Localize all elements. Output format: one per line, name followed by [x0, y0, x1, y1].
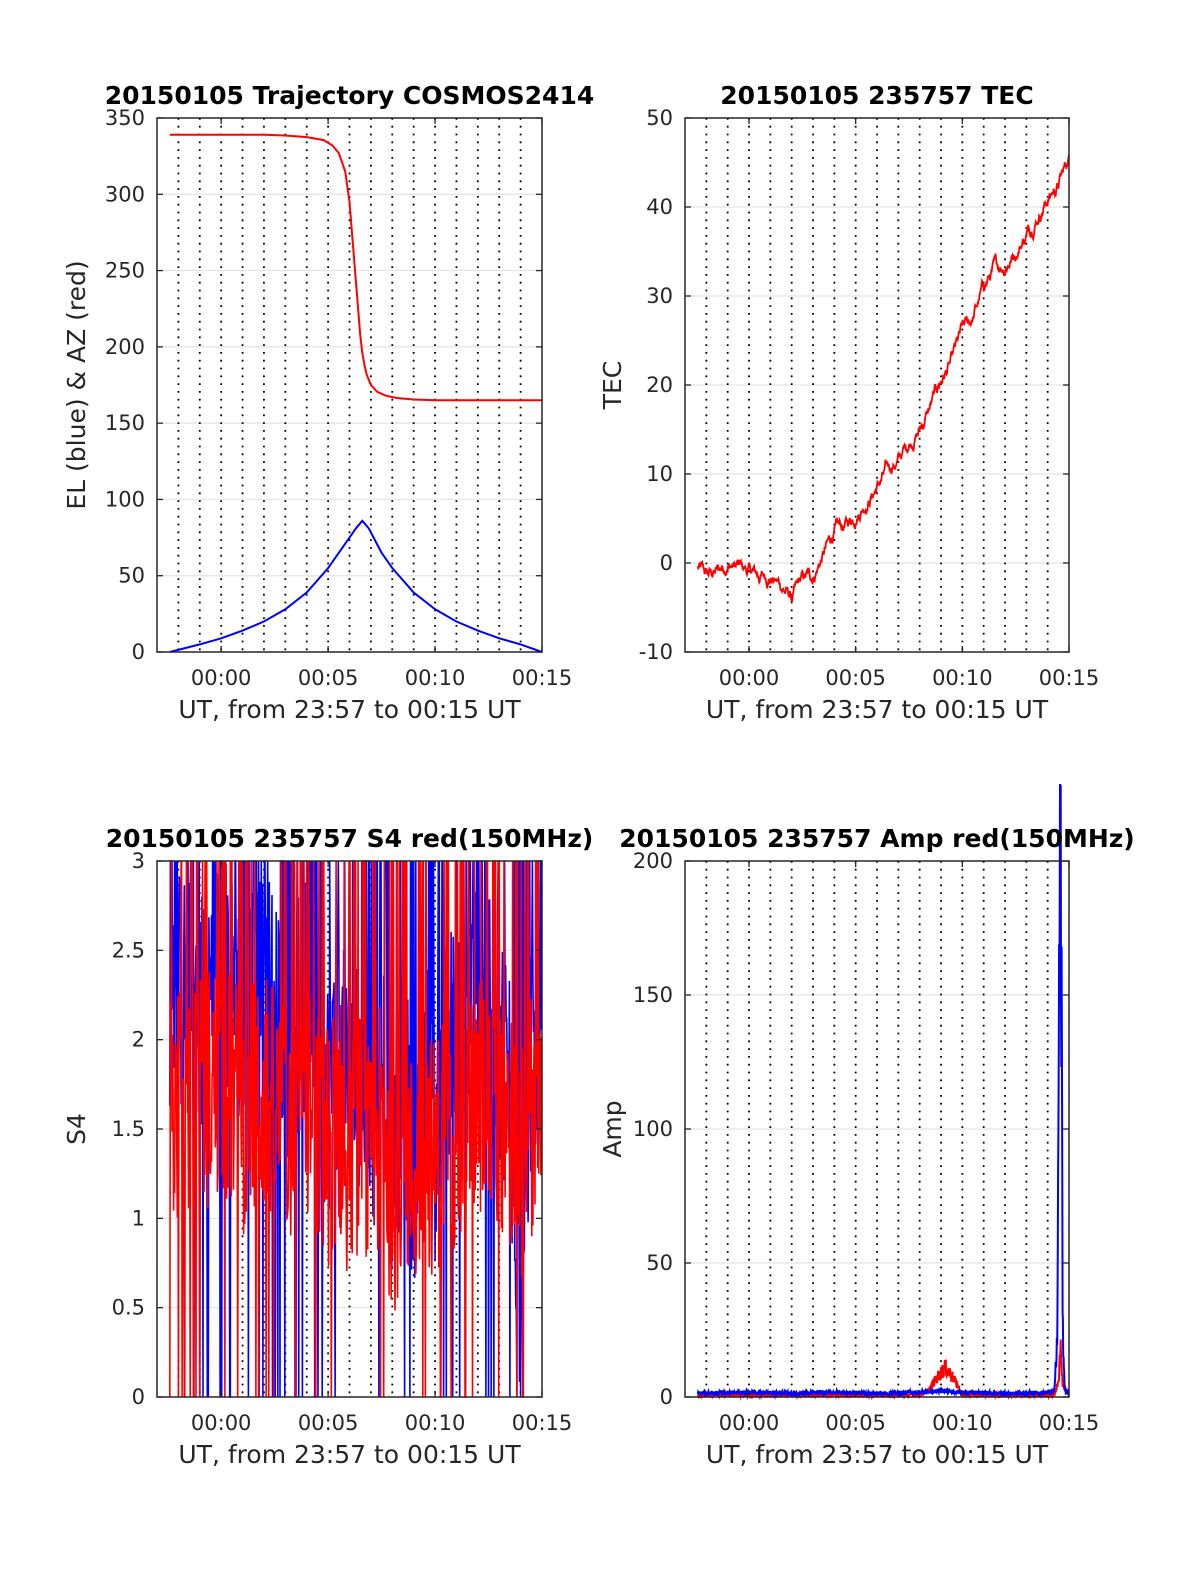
y-tick-label: 50: [646, 1251, 673, 1275]
y-tick-label: 1.5: [112, 1117, 145, 1141]
y-tick-label: 50: [118, 564, 145, 588]
series-line: [169, 519, 543, 653]
chart-title: 20150105 235757 S4 red(150MHz): [106, 824, 594, 853]
y-tick-label: 100: [633, 1117, 673, 1141]
chart-title: 20150105 Trajectory COSMOS2414: [105, 81, 595, 110]
y-tick-label: 300: [105, 182, 145, 206]
y-tick-label: 250: [105, 259, 145, 283]
y-tick-label: 0: [660, 551, 673, 575]
y-tick-label: 150: [633, 983, 673, 1007]
y-tick-label: 200: [633, 849, 673, 873]
x-axis-label: UT, from 23:57 to 00:15 UT: [706, 695, 1049, 724]
y-axis-label: EL (blue) & AZ (red): [62, 260, 91, 509]
x-tick-label: 00:05: [825, 1411, 886, 1435]
trajectory-chart: 0 50 100 150 200 250 300 350 00:00 00:05 00:10 00:1…: [62, 81, 594, 724]
y-axis-label: Amp: [598, 1100, 627, 1157]
y-tick-label: 0: [660, 1385, 673, 1409]
x-tick-label: 00:05: [298, 1411, 359, 1435]
x-axis-label: UT, from 23:57 to 00:15 UT: [706, 1440, 1049, 1469]
amp-chart: 0 50 100 150 200 00:00 00:05 00:10 00:15 2015010…: [598, 783, 1135, 1469]
x-tick-label: 00:05: [825, 666, 886, 690]
y-tick-label: 350: [105, 106, 145, 130]
x-axis-label: UT, from 23:57 to 00:15 UT: [178, 1440, 521, 1469]
y-tick-label: -10: [639, 640, 673, 664]
x-tick-label: 00:00: [719, 1411, 780, 1435]
y-axis-label: TEC: [598, 361, 627, 411]
chart-title: 20150105 235757 Amp red(150MHz): [619, 824, 1135, 853]
y-tick-label: 2.5: [112, 938, 145, 962]
x-tick-label: 00:10: [932, 666, 993, 690]
y-axis-label: S4: [62, 1113, 91, 1145]
y-tick-label: 100: [105, 487, 145, 511]
y-tick-label: 200: [105, 335, 145, 359]
series-line: [696, 154, 1070, 603]
y-tick-label: 2: [132, 1028, 145, 1052]
y-tick-label: 30: [646, 284, 673, 308]
x-tick-label: 00:15: [1039, 666, 1100, 690]
x-axis-label: UT, from 23:57 to 00:15 UT: [178, 695, 521, 724]
x-tick-label: 00:15: [1039, 1411, 1100, 1435]
y-tick-label: 1: [132, 1206, 145, 1230]
x-tick-label: 00:10: [405, 1411, 466, 1435]
y-tick-label: 0.5: [112, 1296, 145, 1320]
s4-chart: 0 0.5 1 1.5 2 2.5 3 00:00 00:05 00:10 00:15 201501…: [62, 824, 593, 1469]
x-tick-label: 00:15: [512, 666, 573, 690]
y-tick-label: 20: [646, 373, 673, 397]
x-tick-label: 00:10: [932, 1411, 993, 1435]
series-line: [696, 783, 1070, 1399]
x-tick-label: 00:05: [298, 666, 359, 690]
x-tick-label: 00:00: [191, 666, 252, 690]
y-tick-label: 150: [105, 411, 145, 435]
x-tick-label: 00:00: [191, 1411, 252, 1435]
y-tick-label: 0: [132, 1385, 145, 1409]
y-tick-label: 40: [646, 195, 673, 219]
y-tick-label: 3: [132, 849, 145, 873]
y-tick-label: 0: [132, 640, 145, 664]
x-tick-label: 00:00: [719, 666, 780, 690]
series-line: [169, 860, 543, 1398]
x-tick-label: 00:10: [405, 666, 466, 690]
y-tick-label: 10: [646, 462, 673, 486]
tec-chart: -10 0 10 20 30 40 50 00:00 00:05 00:10 00:15 20150…: [598, 81, 1099, 724]
chart-title: 20150105 235757 TEC: [720, 81, 1033, 110]
x-tick-label: 00:15: [512, 1411, 573, 1435]
series-line: [169, 133, 542, 402]
y-tick-label: 50: [646, 106, 673, 130]
